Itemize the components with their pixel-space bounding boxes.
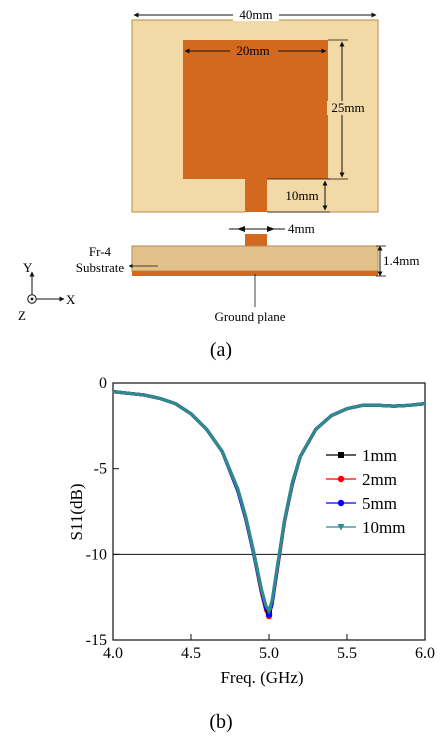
- x-axis-ticks: 4.0 4.5 5.0 5.5 6.0: [103, 634, 435, 662]
- radiating-patch: [183, 40, 328, 179]
- feed-line-cutaway: [245, 212, 267, 234]
- y-tick-label: -5: [94, 461, 107, 478]
- x-tick-label: 5.5: [337, 645, 357, 662]
- y-axis-label: S11(dB): [67, 484, 86, 541]
- plot-area: [112, 382, 426, 641]
- x-tick-label: 6.0: [415, 645, 435, 662]
- y-axis-ticks: 0 -5 -10 -15: [86, 375, 119, 649]
- ground-plane-label: Ground plane: [214, 309, 285, 324]
- x-axis-label: Freq. (GHz): [220, 668, 303, 687]
- dim-thickness-label: 1.4mm: [383, 253, 419, 268]
- y-tick-label: -10: [86, 546, 107, 563]
- legend-marker-2mm: [337, 475, 345, 483]
- x-tick-label: 4.5: [181, 645, 201, 662]
- legend: 1mm 2mm 5mm 10mm: [326, 446, 405, 537]
- x-tick-label: 5.0: [259, 645, 279, 662]
- substrate-side-view: [131, 245, 379, 272]
- legend-label-2mm: 2mm: [362, 470, 397, 489]
- substrate-label-line2: Substrate: [76, 260, 125, 275]
- axis-y-label: Y: [23, 260, 33, 275]
- dim-patch-width-label: 20mm: [236, 43, 269, 58]
- y-tick-label: -15: [86, 632, 107, 649]
- legend-label-1mm: 1mm: [362, 446, 397, 465]
- ground-plane-side: [132, 271, 378, 276]
- x-tick-label: 4.0: [103, 645, 123, 662]
- dim-width-label: 40mm: [239, 7, 272, 22]
- axis-x-label: X: [66, 292, 76, 307]
- y-tick-label: 0: [99, 375, 107, 392]
- data-series: [112, 390, 426, 620]
- substrate-label-line1: Fr-4: [89, 244, 112, 259]
- dim-patch-height-label: 25mm: [331, 100, 364, 115]
- caption-a: (a): [210, 339, 232, 361]
- axis-z-label: Z: [18, 308, 26, 323]
- coordinate-axes: Y X Z: [18, 260, 76, 323]
- feed-line-side: [245, 234, 267, 246]
- dim-feed-length-label: 10mm: [285, 188, 318, 203]
- legend-label-5mm: 5mm: [362, 494, 397, 513]
- legend-marker-10mm: [337, 524, 345, 531]
- legend-label-10mm: 10mm: [362, 518, 405, 537]
- antenna-diagram: 40mm 20mm 25mm 10mm 4mm 1.4mm Fr-4 Subst…: [18, 7, 419, 361]
- caption-b: (b): [209, 711, 232, 733]
- data-point-10mm: [265, 607, 273, 615]
- legend-marker-5mm: [337, 499, 345, 507]
- legend-marker-1mm: [338, 452, 344, 458]
- feed-line: [245, 179, 267, 212]
- s11-chart: 4.0 4.5 5.0 5.5 6.0 0-5-10-15 1mm2mm5mm10mm …: [67, 375, 435, 733]
- dim-feed-width-label: 4mm: [288, 221, 315, 236]
